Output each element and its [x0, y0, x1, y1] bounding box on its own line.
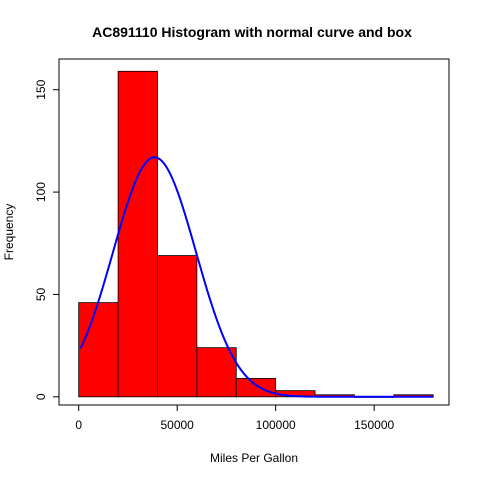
y-axis-label: Frequency: [2, 204, 16, 261]
y-tick-label: 0: [34, 393, 48, 400]
histogram-bars: [78, 70, 434, 398]
x-tick-label: 100000: [256, 418, 296, 432]
x-axis-label: Miles Per Gallon: [210, 451, 298, 465]
histogram-bar-3: [157, 255, 198, 398]
y-tick-label: 150: [34, 79, 48, 99]
y-tick-label: 100: [34, 182, 48, 202]
x-tick-label: 150000: [354, 418, 394, 432]
normal-curve: [79, 156, 434, 398]
histogram-bar-1: [78, 302, 119, 398]
histogram-bar-2: [117, 70, 158, 398]
y-tick-label: 50: [34, 287, 48, 301]
x-tick-label: 50000: [160, 418, 194, 432]
x-axis: 0 50000 100000 150000: [75, 404, 394, 432]
x-tick-label: 0: [75, 418, 82, 432]
histogram-bar-4: [196, 347, 237, 398]
histogram-bar-5: [235, 377, 277, 398]
y-axis: 0 50 100 150: [34, 79, 60, 400]
chart-title: AC891110 Histogram with normal curve and…: [92, 24, 412, 40]
